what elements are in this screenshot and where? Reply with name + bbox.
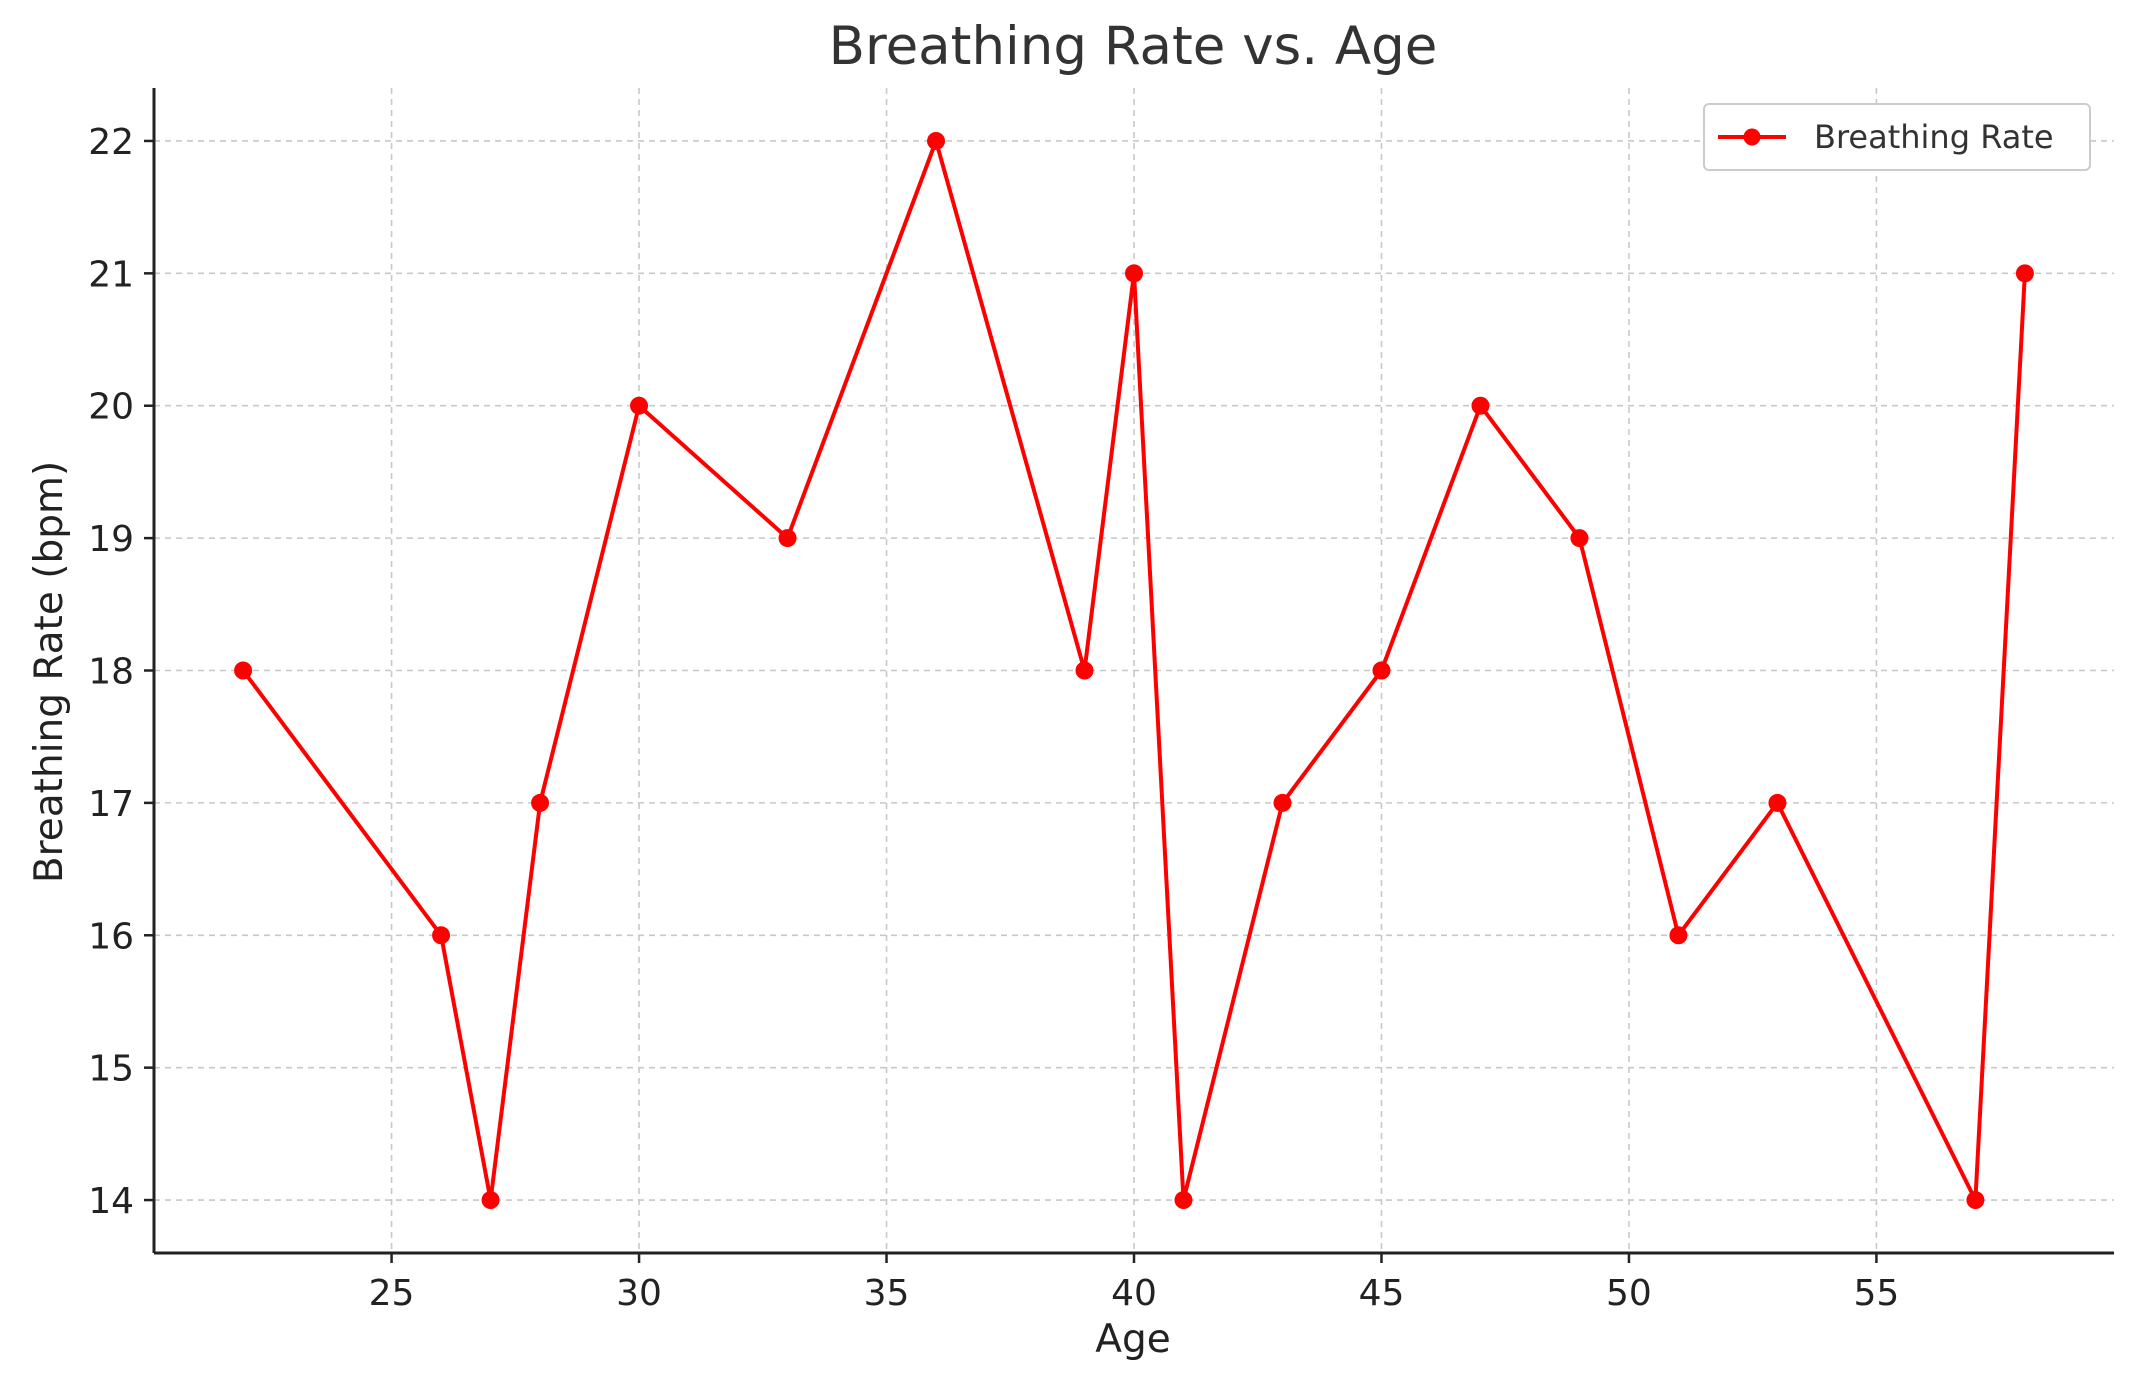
chart-title: Breathing Rate vs. Age [829,16,1438,77]
legend-marker [1743,128,1761,146]
x-axis-title: Age [1095,1317,1170,1362]
y-axis-ticks: 14 15 16 17 18 19 20 21 22 [88,122,154,1222]
x-axis-ticks: 25 30 35 40 45 50 55 [369,1253,1900,1314]
x-tick-label: 50 [1606,1273,1652,1314]
series-group [234,131,2034,1210]
data-point [1471,396,1490,415]
x-tick-label: 25 [369,1273,415,1314]
data-point [1966,1191,1985,1210]
data-point [927,131,946,150]
data-point [1372,661,1391,680]
data-point [1669,926,1688,945]
series-line [241,139,2027,1202]
data-point [1125,264,1143,283]
legend-box [1703,103,2091,171]
x-tick-label: 45 [1359,1273,1405,1314]
data-point [531,793,550,812]
data-point [1768,793,1787,812]
x-tick-label: 40 [1111,1273,1157,1314]
y-tick-label: 16 [88,916,134,957]
y-tick-label: 20 [88,387,134,428]
legend: Breathing Rate [1703,103,2091,171]
data-point [1570,529,1589,548]
y-tick-label: 21 [88,254,134,295]
data-point [778,529,797,548]
x-tick-label: 55 [1854,1273,1900,1314]
y-tick-label: 17 [88,784,134,825]
data-point [481,1191,500,1210]
y-tick-label: 19 [88,519,134,560]
data-point [432,926,451,945]
data-point [234,661,253,680]
data-point [630,396,649,415]
grid [154,88,2114,1253]
data-point [2015,264,2034,283]
data-point [1273,793,1292,812]
x-tick-label: 35 [864,1273,910,1314]
y-tick-label: 18 [88,652,134,693]
y-tick-label: 15 [88,1049,134,1090]
data-point [1174,1191,1193,1210]
legend-label: Breathing Rate [1814,118,2054,156]
y-axis-title: Breathing Rate (bpm) [27,461,72,883]
x-tick-label: 30 [616,1273,662,1314]
y-tick-label: 14 [88,1181,134,1222]
data-point [1075,661,1094,680]
y-tick-label: 22 [88,122,134,163]
